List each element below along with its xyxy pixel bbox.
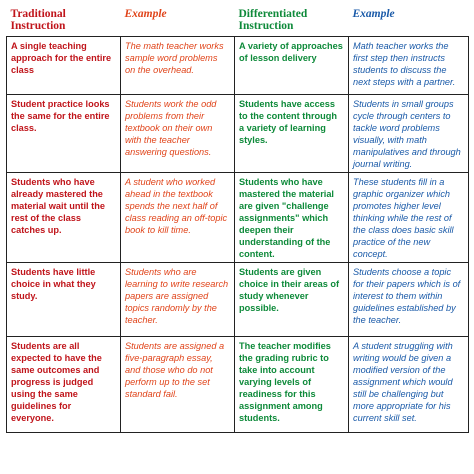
- table-row: Students have little choice in what they…: [6, 262, 469, 337]
- traditional-cell: Student practice looks the same for the …: [6, 94, 121, 173]
- table-row: Students are all expected to have the sa…: [6, 336, 469, 433]
- example-differentiated-cell: Students in small groups cycle through c…: [348, 94, 469, 173]
- differentiated-cell: Students have access to the content thro…: [234, 94, 349, 173]
- comparison-table: Traditional Instruction Example Differen…: [6, 6, 469, 433]
- header-example-1: Example: [120, 6, 235, 37]
- example-traditional-cell: Students are assigned a five-paragraph e…: [120, 336, 235, 433]
- header-traditional: Traditional Instruction: [6, 6, 121, 37]
- example-traditional-cell: Students who are learning to write resea…: [120, 262, 235, 337]
- header-row: Traditional Instruction Example Differen…: [6, 6, 469, 37]
- traditional-cell: Students who have already mastered the m…: [6, 172, 121, 263]
- header-example-2: Example: [348, 6, 469, 37]
- header-differentiated: Differentiated Instruction: [234, 6, 349, 37]
- table-row: Students who have already mastered the m…: [6, 172, 469, 263]
- example-traditional-cell: Students work the odd problems from thei…: [120, 94, 235, 173]
- differentiated-cell: A variety of approaches of lesson delive…: [234, 36, 349, 95]
- example-differentiated-cell: These students fill in a graphic organiz…: [348, 172, 469, 263]
- example-differentiated-cell: Students choose a topic for their papers…: [348, 262, 469, 337]
- example-differentiated-cell: Math teacher works the first step then i…: [348, 36, 469, 95]
- traditional-cell: Students have little choice in what they…: [6, 262, 121, 337]
- example-traditional-cell: The math teacher works sample word probl…: [120, 36, 235, 95]
- traditional-cell: Students are all expected to have the sa…: [6, 336, 121, 433]
- example-traditional-cell: A student who worked ahead in the textbo…: [120, 172, 235, 263]
- example-differentiated-cell: A student struggling with writing would …: [348, 336, 469, 433]
- table-row: Student practice looks the same for the …: [6, 94, 469, 173]
- differentiated-cell: Students are given choice in their areas…: [234, 262, 349, 337]
- differentiated-cell: The teacher modifies the grading rubric …: [234, 336, 349, 433]
- differentiated-cell: Students who have mastered the material …: [234, 172, 349, 263]
- table-row: A single teaching approach for the entir…: [6, 36, 469, 95]
- traditional-cell: A single teaching approach for the entir…: [6, 36, 121, 95]
- comparison-table-container: Traditional Instruction Example Differen…: [6, 6, 469, 468]
